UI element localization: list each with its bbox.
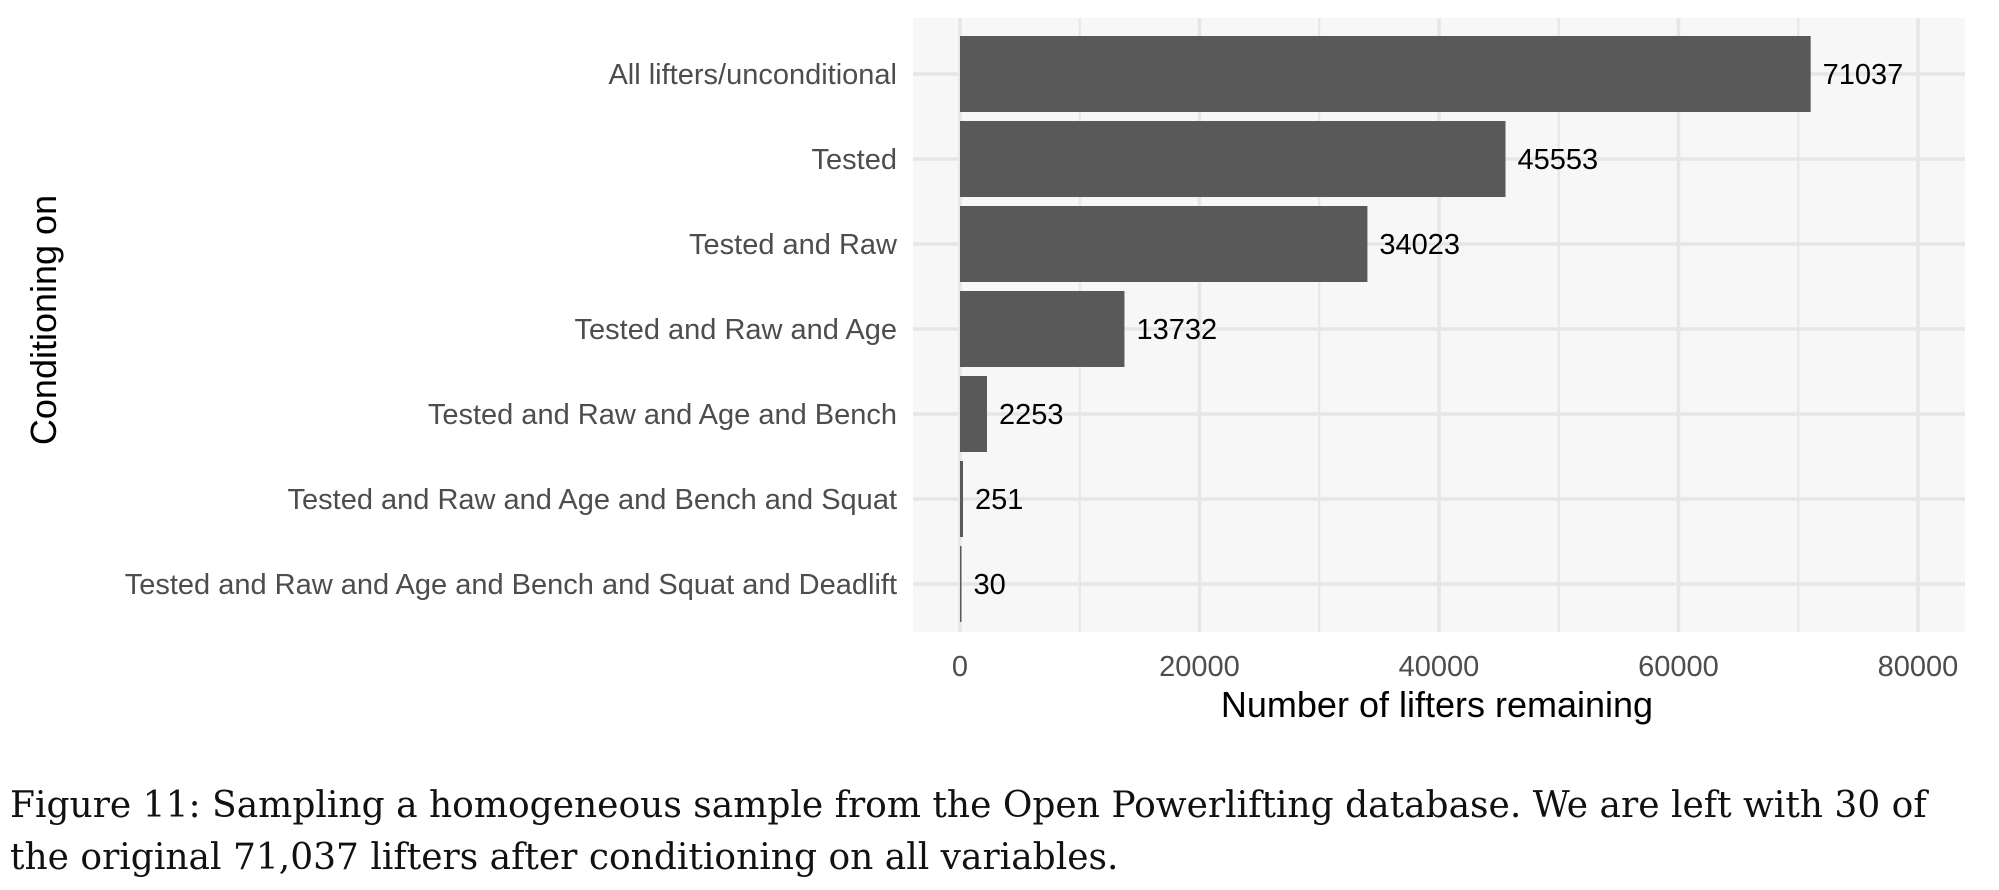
figure-caption: Figure 11: Sampling a homogeneous sample… bbox=[10, 785, 1927, 878]
data-labels: 71037 45553 34023 13732 2253 251 30 bbox=[974, 59, 1904, 601]
bar bbox=[960, 121, 1506, 197]
x-axis-title: Number of lifters remaining bbox=[1221, 684, 1653, 725]
category-label: Tested and Raw and Age bbox=[575, 314, 897, 346]
bar bbox=[960, 206, 1368, 282]
data-label: 13732 bbox=[1136, 314, 1217, 346]
category-label: Tested and Raw and Age and Bench bbox=[428, 399, 897, 431]
category-label: All lifters/unconditional bbox=[608, 59, 897, 91]
bar bbox=[960, 36, 1811, 112]
data-label: 2253 bbox=[999, 399, 1064, 431]
bars bbox=[960, 36, 1811, 622]
x-tick-label: 0 bbox=[952, 651, 968, 683]
category-label: Tested bbox=[812, 144, 897, 176]
x-tick-label: 80000 bbox=[1878, 651, 1959, 683]
bar bbox=[960, 546, 962, 622]
y-axis-title: Conditioning on bbox=[23, 195, 64, 445]
data-label: 251 bbox=[975, 484, 1023, 516]
bar bbox=[960, 376, 987, 452]
category-labels: All lifters/unconditional Tested Tested an… bbox=[125, 59, 898, 601]
category-label: Tested and Raw and Age and Bench and Squ… bbox=[288, 484, 897, 516]
data-label: 30 bbox=[974, 569, 1006, 601]
data-label: 45553 bbox=[1517, 144, 1598, 176]
bar bbox=[960, 461, 964, 537]
bar-chart: All lifters/unconditional Tested Tested an… bbox=[23, 18, 1965, 725]
data-label: 71037 bbox=[1823, 59, 1904, 91]
bar bbox=[960, 291, 1125, 367]
x-tick-labels: 0 20000 40000 60000 80000 bbox=[952, 651, 1958, 683]
x-tick-label: 40000 bbox=[1399, 651, 1480, 683]
category-label: Tested and Raw bbox=[689, 229, 898, 261]
x-tick-label: 60000 bbox=[1638, 651, 1719, 683]
x-tick-label: 20000 bbox=[1159, 651, 1240, 683]
category-label: Tested and Raw and Age and Bench and Squ… bbox=[125, 569, 897, 601]
data-label: 34023 bbox=[1379, 229, 1460, 261]
